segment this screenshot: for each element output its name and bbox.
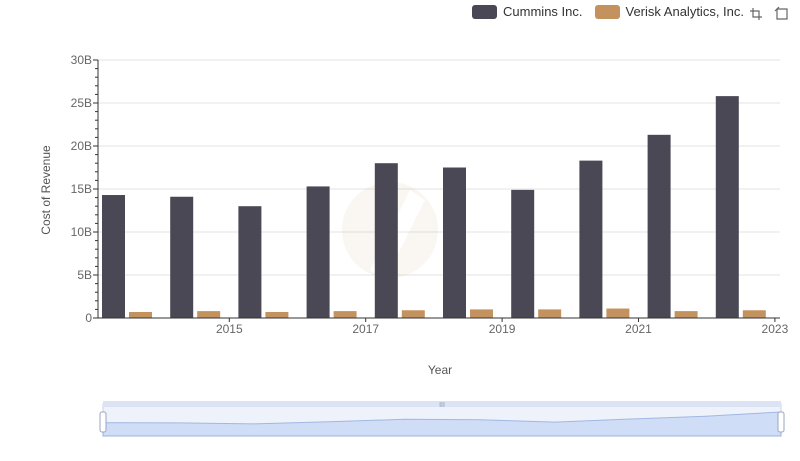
bar[interactable] bbox=[606, 308, 630, 318]
x-tick-label: 2021 bbox=[625, 322, 652, 336]
legend-swatch-verisk bbox=[594, 4, 620, 19]
bar[interactable] bbox=[715, 96, 739, 319]
x-tick-label: 2019 bbox=[489, 322, 516, 336]
zoom-icon[interactable] bbox=[748, 6, 764, 22]
restore-icon[interactable] bbox=[774, 6, 790, 22]
bar[interactable] bbox=[197, 311, 221, 318]
legend: Cummins Inc. Verisk Analytics, Inc. bbox=[472, 4, 744, 19]
bar[interactable] bbox=[674, 311, 698, 318]
x-tick-label: 2015 bbox=[216, 322, 243, 336]
bar[interactable] bbox=[374, 163, 398, 318]
y-tick-label: 25B bbox=[71, 96, 92, 110]
bar[interactable] bbox=[579, 160, 603, 318]
y-tick-label: 10B bbox=[71, 225, 92, 239]
y-tick-label: 15B bbox=[71, 182, 92, 196]
legend-item-cummins[interactable]: Cummins Inc. bbox=[472, 4, 583, 19]
bar[interactable] bbox=[647, 134, 671, 318]
zoom-handle-left[interactable] bbox=[99, 411, 107, 433]
legend-swatch-cummins bbox=[472, 4, 498, 19]
bar[interactable] bbox=[401, 310, 425, 318]
bar[interactable] bbox=[102, 195, 125, 318]
legend-label-cummins: Cummins Inc. bbox=[503, 4, 583, 19]
bar[interactable] bbox=[129, 311, 152, 318]
x-tick-label: 2023 bbox=[762, 322, 789, 336]
y-axis: 0 5B 10B 15B 20B 25B 30B bbox=[71, 53, 99, 325]
bar[interactable] bbox=[538, 309, 562, 318]
bar[interactable] bbox=[170, 196, 194, 318]
x-tick-label: 2017 bbox=[352, 322, 379, 336]
bar[interactable] bbox=[470, 309, 493, 318]
legend-label-verisk: Verisk Analytics, Inc. bbox=[625, 4, 745, 19]
data-zoom-slider[interactable]: III bbox=[99, 401, 785, 437]
bars-layer bbox=[102, 96, 766, 319]
legend-item-verisk[interactable]: Verisk Analytics, Inc. bbox=[594, 4, 745, 19]
zoom-preview-area bbox=[102, 411, 782, 437]
zoom-handle-right[interactable] bbox=[777, 411, 785, 433]
toolbox bbox=[748, 6, 790, 22]
bar[interactable] bbox=[238, 206, 262, 318]
y-tick-label: 20B bbox=[71, 139, 92, 153]
bar[interactable] bbox=[306, 186, 330, 318]
bar[interactable] bbox=[443, 167, 466, 319]
bar[interactable] bbox=[742, 310, 766, 318]
bar[interactable] bbox=[333, 311, 357, 318]
zoom-grip-icon[interactable]: III bbox=[439, 402, 445, 409]
y-tick-label: 30B bbox=[71, 53, 92, 67]
x-axis: 2015 2017 2019 2021 2023 bbox=[98, 317, 789, 336]
bar[interactable] bbox=[265, 311, 289, 318]
y-tick-label: 5B bbox=[77, 268, 92, 282]
bar[interactable] bbox=[511, 189, 535, 318]
grid-lines bbox=[98, 59, 780, 276]
zoom-move-bar[interactable] bbox=[103, 401, 781, 407]
y-axis-label: Cost of Revenue bbox=[39, 145, 53, 235]
x-axis-label: Year bbox=[428, 363, 452, 377]
y-tick-label: 0 bbox=[85, 311, 92, 325]
